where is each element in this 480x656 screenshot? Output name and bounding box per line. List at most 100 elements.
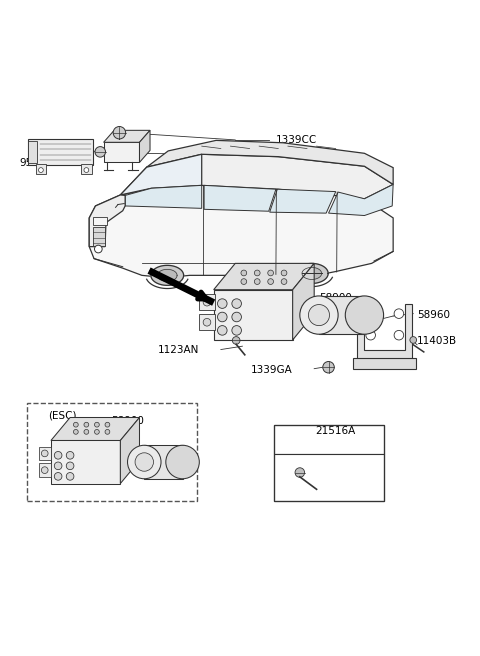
Circle shape (268, 270, 274, 276)
Circle shape (41, 450, 48, 457)
Circle shape (203, 298, 211, 306)
Polygon shape (89, 195, 125, 247)
Text: 95690: 95690 (20, 158, 53, 168)
Circle shape (217, 325, 227, 335)
Circle shape (105, 422, 110, 427)
Bar (81, 164, 92, 174)
Circle shape (300, 296, 338, 334)
Circle shape (38, 168, 43, 173)
Circle shape (281, 270, 287, 276)
Text: 1339CC: 1339CC (43, 146, 84, 156)
Circle shape (95, 146, 106, 157)
Polygon shape (296, 264, 328, 283)
Circle shape (66, 451, 74, 459)
Text: 21516A: 21516A (315, 426, 356, 436)
Polygon shape (125, 186, 202, 209)
Bar (27, 403, 197, 501)
Polygon shape (204, 186, 276, 211)
Circle shape (254, 279, 260, 285)
Bar (199, 314, 215, 331)
Polygon shape (302, 268, 322, 279)
Circle shape (95, 422, 99, 427)
Text: 95640A: 95640A (276, 150, 316, 160)
Bar (28, 141, 37, 163)
Circle shape (366, 309, 375, 318)
Polygon shape (157, 270, 177, 281)
Circle shape (54, 462, 62, 470)
Circle shape (281, 279, 287, 285)
Bar (51, 440, 120, 483)
Circle shape (73, 422, 78, 427)
Circle shape (95, 430, 99, 434)
Bar (199, 294, 215, 310)
Polygon shape (120, 154, 393, 199)
Bar (144, 445, 182, 479)
Bar (36, 164, 46, 174)
Circle shape (66, 462, 74, 470)
Bar (93, 226, 105, 246)
Circle shape (105, 430, 110, 434)
Bar (214, 290, 293, 340)
Circle shape (203, 318, 211, 326)
Bar (93, 217, 107, 224)
Bar (104, 142, 140, 163)
Text: (ESC): (ESC) (48, 410, 77, 420)
Bar (39, 447, 51, 460)
Polygon shape (293, 264, 314, 340)
Polygon shape (328, 184, 393, 216)
Circle shape (128, 445, 161, 479)
Bar (353, 358, 416, 369)
Polygon shape (214, 264, 314, 290)
Circle shape (113, 127, 126, 139)
Circle shape (84, 422, 89, 427)
Circle shape (95, 245, 102, 253)
Polygon shape (120, 154, 202, 195)
Circle shape (66, 472, 74, 480)
Circle shape (217, 298, 227, 308)
Circle shape (217, 312, 227, 322)
Circle shape (54, 472, 62, 480)
Circle shape (232, 337, 240, 344)
Text: 58900: 58900 (319, 293, 352, 303)
Bar (274, 424, 384, 501)
Polygon shape (151, 266, 184, 285)
Circle shape (366, 331, 375, 340)
Circle shape (232, 325, 241, 335)
Bar (28, 139, 93, 165)
Circle shape (73, 430, 78, 434)
Circle shape (232, 312, 241, 322)
Circle shape (241, 270, 247, 276)
Bar (39, 463, 51, 477)
Bar (274, 424, 384, 454)
Text: 1123AN: 1123AN (158, 344, 199, 354)
Circle shape (41, 467, 48, 474)
Circle shape (232, 298, 241, 308)
Bar (274, 454, 384, 501)
Polygon shape (270, 189, 336, 213)
Polygon shape (51, 417, 140, 440)
Circle shape (295, 468, 305, 478)
Polygon shape (89, 186, 393, 277)
Circle shape (410, 337, 417, 343)
Polygon shape (140, 131, 150, 163)
Text: 1339CC: 1339CC (276, 135, 317, 145)
Bar (319, 296, 364, 334)
Polygon shape (104, 131, 150, 142)
Text: 11403B: 11403B (417, 337, 457, 346)
Text: 58960: 58960 (417, 310, 450, 319)
Text: 1339GA: 1339GA (251, 365, 293, 375)
Circle shape (394, 331, 404, 340)
Circle shape (54, 451, 62, 459)
Circle shape (84, 430, 89, 434)
Circle shape (135, 453, 154, 471)
Circle shape (268, 279, 274, 285)
Circle shape (309, 304, 329, 325)
Circle shape (394, 309, 404, 318)
Circle shape (241, 279, 247, 285)
Circle shape (345, 296, 384, 334)
Circle shape (254, 270, 260, 276)
Text: 58900: 58900 (111, 417, 144, 426)
Circle shape (323, 361, 334, 373)
Polygon shape (147, 140, 393, 184)
Polygon shape (357, 304, 412, 359)
